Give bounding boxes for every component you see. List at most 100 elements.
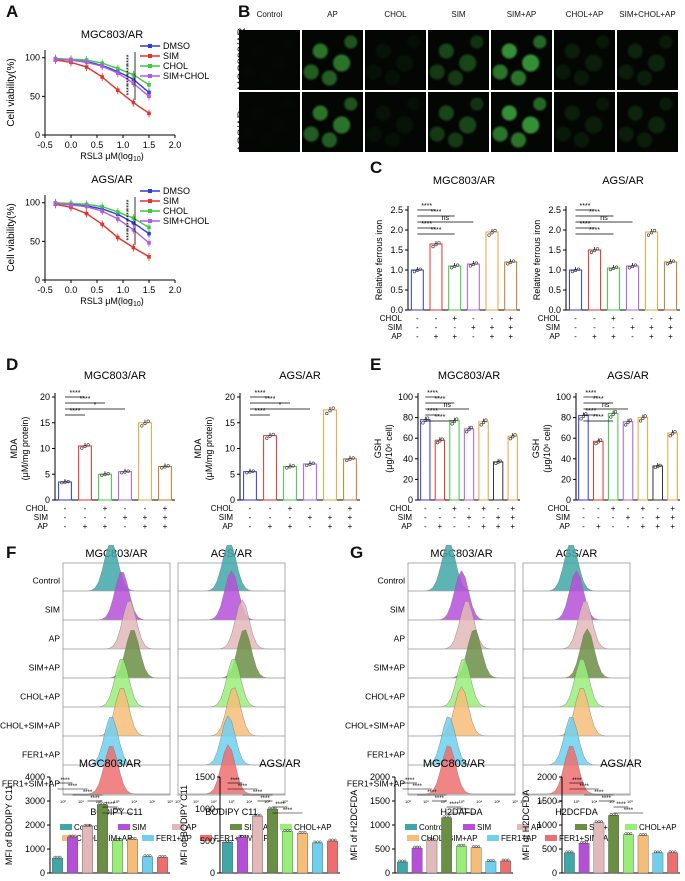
treatment-sign: +: [668, 332, 673, 341]
data-dot: [565, 850, 569, 854]
data-dot: [493, 228, 497, 233]
bar: [142, 856, 153, 874]
data-dot: [88, 823, 92, 827]
treatment-sign: +: [508, 314, 513, 323]
flow-histogram: [408, 686, 515, 737]
flow-row-label: Control: [33, 575, 61, 585]
treatment-label: SIM: [546, 323, 561, 332]
data-dot: [580, 840, 583, 844]
significance-label: ****: [427, 408, 438, 415]
data-dot: [477, 845, 481, 848]
legend-swatch: [625, 824, 637, 830]
significance-label: ****: [572, 778, 582, 784]
flow-tick-label: 10⁰: [60, 799, 66, 804]
y-tick-label: 100: [556, 392, 571, 402]
treatment-sign: -: [249, 504, 252, 513]
data-dot: [447, 815, 451, 819]
legend-swatch: [545, 835, 557, 841]
treatment-sign: +: [641, 522, 646, 531]
data-dot: [641, 833, 645, 836]
treatment-sign: +: [670, 522, 675, 531]
treatment-sign: +: [481, 504, 486, 513]
significance-label: ****: [126, 54, 133, 65]
y-tick-label: 0: [552, 868, 557, 878]
significance-label: ****: [126, 64, 133, 75]
legend-swatch: [487, 835, 499, 841]
treatment-sign: -: [439, 504, 442, 513]
treatment-sign: +: [510, 504, 515, 513]
treatment-sign: -: [416, 314, 419, 323]
y-tick-label: 0.0: [390, 305, 403, 315]
x-tick-label: 0.0: [65, 285, 78, 295]
treatment-sign: -: [64, 522, 67, 531]
legend-label: SIM: [132, 823, 147, 832]
treatment-sign: -: [249, 513, 252, 522]
flow-row-label: FER1+SIM+AP: [2, 778, 60, 788]
data-dot: [86, 823, 89, 827]
flow-tick-label: 10²: [441, 799, 447, 804]
y-tick-label: 0.5: [548, 285, 561, 295]
y-tick-label: 10: [40, 444, 50, 454]
y-tick-label: 1000: [537, 820, 557, 830]
bar: [426, 840, 438, 874]
data-dot: [612, 813, 615, 816]
y-tick-label: 0: [40, 868, 45, 878]
bar: [478, 421, 489, 501]
bar: [252, 815, 263, 874]
y-tick-label: 50: [30, 236, 40, 246]
treatment-sign: +: [592, 332, 597, 341]
bar: [448, 265, 462, 311]
treatment-sign: +: [611, 504, 616, 513]
treatment-sign: -: [582, 513, 585, 522]
data-dot: [568, 850, 571, 854]
data-dot: [596, 440, 600, 444]
flow-row-label: SIM: [45, 604, 60, 614]
data-dot: [268, 806, 272, 810]
data-dot: [489, 859, 493, 862]
data-dot: [512, 259, 516, 263]
treatment-sign: -: [124, 522, 127, 531]
significance-label: ****: [585, 390, 596, 397]
bar: [157, 857, 168, 874]
y-tick-label: 0: [35, 130, 40, 140]
treatment-sign: -: [642, 513, 645, 522]
y-tick-label: 50: [30, 91, 40, 101]
bar: [82, 825, 93, 874]
data-dot: [433, 838, 436, 841]
data-dot: [624, 832, 628, 835]
flow-tick-label: 10¹: [78, 799, 84, 804]
treatment-sign: -: [435, 323, 438, 332]
microscopy-column-label: Control: [256, 10, 283, 19]
y-tick-label: 100: [398, 392, 413, 402]
bar: [118, 471, 132, 501]
treatment-sign: -: [435, 314, 438, 323]
flow-tick-label: 10³: [229, 799, 235, 804]
bar: [282, 831, 293, 874]
data-dot: [345, 458, 349, 463]
data-dot: [576, 267, 581, 271]
flow-row-label: FER1+AP: [367, 749, 405, 759]
legend-label: SIM+CHOL: [163, 216, 209, 226]
significance-label: ****: [126, 84, 133, 95]
data-dot: [641, 416, 645, 421]
treatment-sign: +: [670, 513, 675, 522]
data-dot: [481, 420, 486, 425]
data-dot: [649, 231, 654, 235]
treatment-label: AP: [222, 522, 233, 531]
data-dot: [487, 233, 491, 237]
significance-label: ****: [449, 802, 459, 808]
data-dot: [653, 850, 657, 854]
data-dot: [626, 420, 630, 425]
treatment-sign: -: [574, 323, 577, 332]
data-dot: [668, 434, 672, 438]
bar: [323, 409, 337, 501]
flow-x-label: BODIPY C11: [205, 807, 257, 817]
microscopy-image: [428, 92, 489, 152]
treatment-sign: -: [582, 522, 585, 531]
data-dot: [614, 265, 619, 269]
data-dot: [440, 437, 444, 441]
data-dot: [283, 829, 287, 832]
treatment-sign: +: [434, 332, 439, 341]
bar: [97, 804, 108, 874]
significance-label: ****: [80, 396, 91, 403]
